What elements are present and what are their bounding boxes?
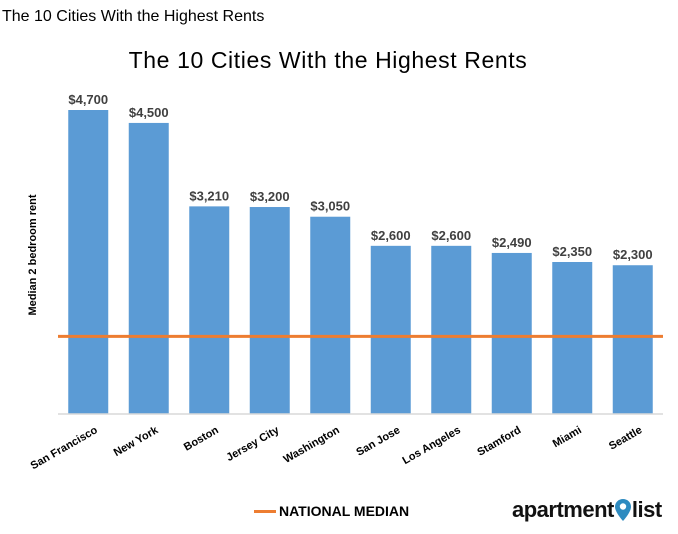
x-tick-label-miami: Miami: [551, 424, 584, 450]
value-label-washington: $3,050: [310, 199, 350, 214]
value-label-boston: $3,210: [189, 188, 229, 203]
x-tick-label-san-francisco: San Francisco: [29, 424, 100, 472]
value-label-new-york: $4,500: [129, 105, 169, 120]
x-tick-label-washington: Washington: [282, 424, 342, 466]
y-axis-label: Median 2 bedroom rent: [27, 194, 39, 315]
value-label-stamford: $2,490: [492, 235, 532, 250]
value-label-san-francisco: $4,700: [68, 92, 108, 107]
bar-boston: [189, 206, 230, 414]
x-tick-label-los-angeles: Los Angeles: [400, 424, 462, 467]
bar-miami: [552, 262, 593, 414]
legend: NATIONAL MEDIAN: [254, 503, 409, 519]
bar-jersey-city: [249, 207, 290, 414]
x-tick-label-new-york: New York: [112, 424, 161, 459]
bar-los-angeles: [431, 245, 472, 414]
x-tick-label-boston: Boston: [182, 424, 221, 453]
value-label-seattle: $2,300: [613, 247, 653, 262]
x-tick-label-stamford: Stamford: [475, 424, 523, 459]
bar-san-francisco: [68, 110, 109, 414]
chart-title: The 10 Cities With the Highest Rents: [129, 47, 528, 73]
bar-seattle: [612, 265, 653, 414]
legend-swatch-national-median: [254, 509, 276, 513]
x-tick-label-san-jose: San Jose: [354, 424, 402, 459]
value-label-jersey-city: $3,200: [250, 189, 290, 204]
bar-washington: [310, 216, 351, 414]
apartment-list-logo: apartment list: [512, 497, 662, 523]
bar-san-jose: [370, 245, 411, 414]
bar-new-york: [128, 122, 169, 415]
value-label-los-angeles: $2,600: [431, 228, 471, 243]
x-tick-label-seattle: Seattle: [607, 424, 644, 452]
map-pin-icon: [614, 499, 631, 521]
x-tick-label-jersey-city: Jersey City: [224, 424, 282, 464]
value-label-miami: $2,350: [552, 244, 592, 259]
logo-text-suffix: list: [631, 497, 662, 522]
bar-stamford: [491, 252, 532, 414]
page-caption: The 10 Cities With the Highest Rents: [2, 8, 265, 25]
value-label-san-jose: $2,600: [371, 228, 411, 243]
legend-label-national-median: NATIONAL MEDIAN: [279, 503, 410, 519]
logo-text-prefix: apartment: [512, 497, 614, 522]
